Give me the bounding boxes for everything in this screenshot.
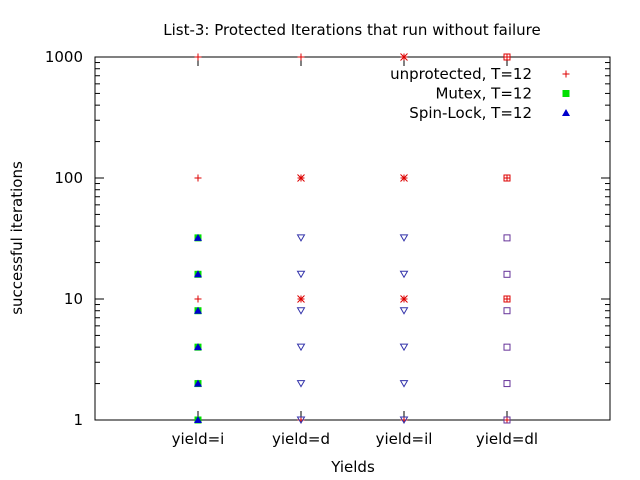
legend-label: unprotected, T=12 <box>390 65 532 83</box>
data-point <box>296 234 306 242</box>
data-point <box>562 90 570 97</box>
data-point <box>503 53 511 61</box>
data-point <box>194 379 202 387</box>
data-point <box>503 307 511 315</box>
legend-label: Mutex, T=12 <box>435 85 532 103</box>
data-point <box>194 53 202 61</box>
data-point <box>400 53 408 61</box>
legend-label: Spin-Lock, T=12 <box>409 104 532 122</box>
data-point <box>399 234 409 242</box>
data-point <box>296 416 306 424</box>
x-tick-label: yield=d <box>272 430 330 448</box>
data-point <box>399 307 409 315</box>
data-point <box>297 174 305 182</box>
data-point <box>194 306 202 314</box>
data-point <box>297 295 305 303</box>
data-point <box>503 234 511 242</box>
data-point <box>503 295 511 303</box>
data-point <box>399 343 409 352</box>
data-marks <box>194 53 511 424</box>
data-point <box>194 174 202 182</box>
data-point <box>562 109 570 116</box>
data-point <box>503 270 511 278</box>
x-axis-label: Yields <box>330 458 375 476</box>
data-point <box>400 295 408 303</box>
x-tick-label: yield=i <box>172 430 225 448</box>
data-point <box>296 307 306 315</box>
data-point <box>399 270 409 279</box>
data-point <box>194 416 202 423</box>
y-tick-label: 10 <box>64 290 83 308</box>
y-tick-label: 1000 <box>45 48 83 66</box>
data-point <box>503 343 511 351</box>
data-point <box>296 270 306 279</box>
data-point <box>562 70 570 78</box>
y-tick-label: 1 <box>73 411 83 429</box>
data-point <box>194 270 202 278</box>
plot-frame <box>94 56 611 421</box>
axes-group: 1 10 100 1000 yield=i yield=d yield=il yield=dl <box>45 48 610 448</box>
data-point <box>296 380 306 388</box>
data-point <box>399 416 409 424</box>
data-point <box>503 416 511 424</box>
data-point <box>194 343 202 351</box>
data-point <box>503 295 511 303</box>
chart-title: List-3: Protected Iterations that run wi… <box>163 21 540 39</box>
data-point <box>296 343 306 352</box>
data-point <box>400 174 408 182</box>
data-point <box>194 233 202 241</box>
data-point <box>503 380 511 388</box>
x-tick-label: yield=dl <box>476 430 538 448</box>
y-axis-label: successful iterations <box>8 161 26 315</box>
data-point <box>503 174 511 182</box>
data-point <box>503 53 511 61</box>
data-point <box>297 53 305 61</box>
data-point <box>503 174 511 182</box>
data-point <box>194 295 202 303</box>
y-tick-label: 100 <box>54 169 83 187</box>
data-point <box>399 380 409 388</box>
x-tick-label: yield=il <box>376 430 433 448</box>
data-point <box>503 416 511 424</box>
